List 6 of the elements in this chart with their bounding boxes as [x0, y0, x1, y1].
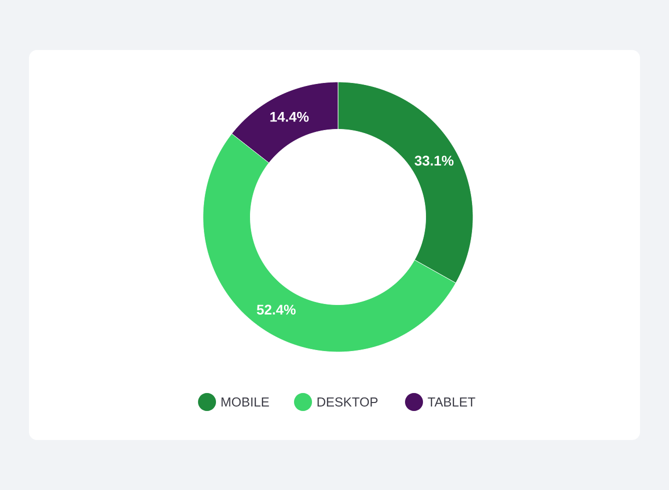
legend-label: MOBILE — [222, 397, 269, 407]
data-label: 14.4% — [270, 112, 309, 122]
data-label: 33.1% — [414, 156, 454, 166]
legend-label: DESKTOP — [318, 397, 378, 407]
legend-label: TABLET — [428, 398, 476, 406]
data-label: 52.4% — [256, 304, 296, 315]
